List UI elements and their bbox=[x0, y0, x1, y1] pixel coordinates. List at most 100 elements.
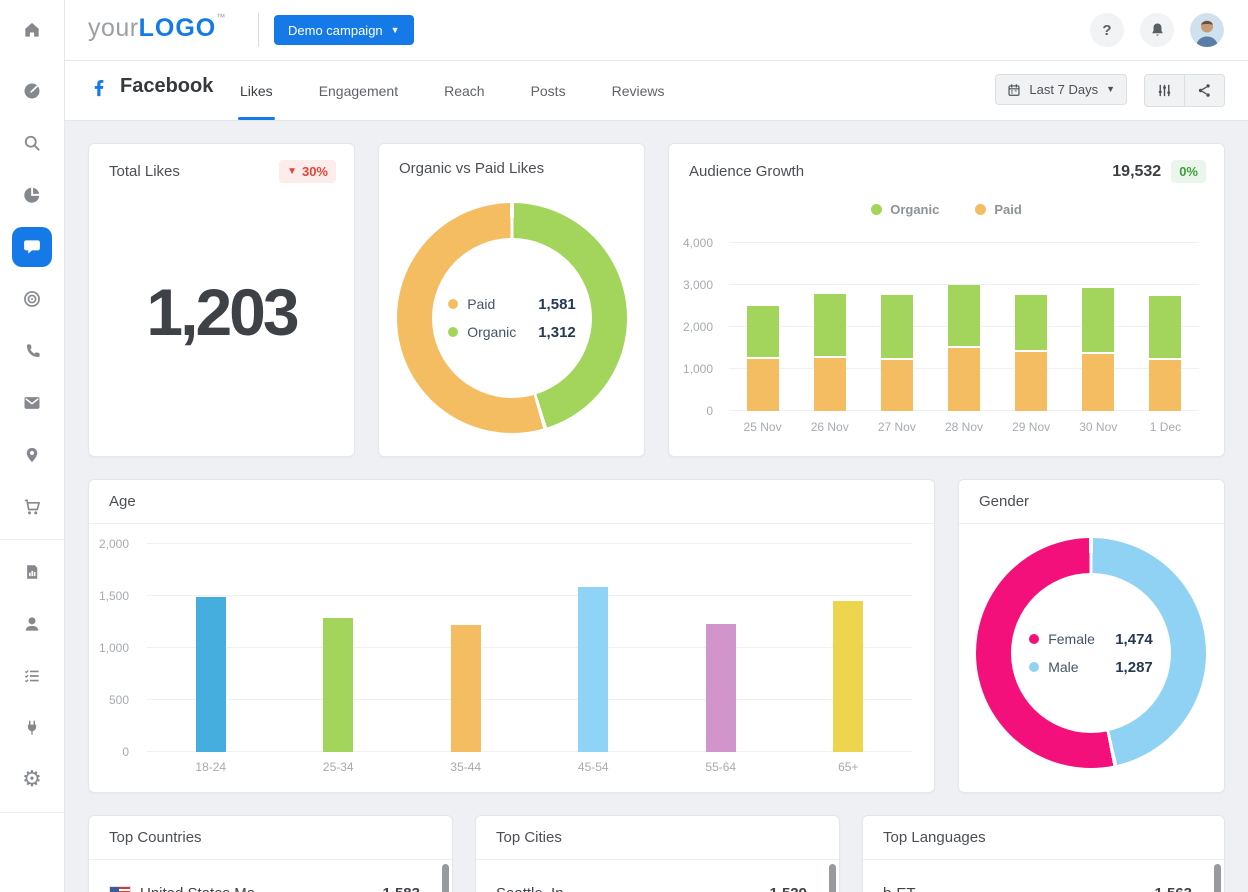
donut-center-legend: Female 1,474 Male 1,287 bbox=[1011, 573, 1171, 733]
x-tick-label: 35-44 bbox=[450, 760, 482, 774]
sidebar-item-home[interactable] bbox=[12, 10, 52, 50]
y-tick-label: 2,000 bbox=[98, 537, 129, 551]
bar-age-18-24 bbox=[195, 597, 226, 752]
share-icon bbox=[1196, 82, 1213, 99]
sidebar-item-analytics[interactable] bbox=[12, 175, 52, 215]
country-label: United States Ma bbox=[140, 885, 255, 892]
platform-tabs: Likes Engagement Reach Posts Reviews bbox=[238, 61, 666, 120]
notifications-button[interactable] bbox=[1140, 13, 1174, 47]
country-value: 1,583 bbox=[382, 885, 420, 892]
tab-reviews[interactable]: Reviews bbox=[611, 82, 665, 99]
campaign-selector-button[interactable]: Demo campaign ▼ bbox=[274, 15, 414, 45]
donut-center-legend: Paid 1,581 Organic 1,312 bbox=[432, 238, 592, 398]
map-pin-icon bbox=[23, 446, 41, 464]
list-item[interactable]: Seattle, In 1,529 bbox=[476, 863, 827, 892]
sidebar-divider bbox=[0, 812, 64, 813]
list-item[interactable]: United States Ma 1,583 bbox=[89, 863, 440, 892]
person-icon bbox=[22, 614, 42, 634]
gridline bbox=[729, 284, 1199, 285]
scrollbar-thumb[interactable] bbox=[829, 864, 836, 892]
sidebar-item-search[interactable] bbox=[12, 123, 52, 163]
user-avatar[interactable] bbox=[1190, 13, 1224, 47]
question-mark-icon: ? bbox=[1102, 21, 1112, 39]
card-title: Age bbox=[109, 493, 136, 510]
sidebar-item-settings[interactable]: ⚙ bbox=[12, 760, 52, 800]
y-tick-label: 0 bbox=[706, 404, 713, 418]
pie-chart-icon bbox=[22, 185, 42, 205]
language-value: 1,563 bbox=[1154, 885, 1192, 892]
tab-posts[interactable]: Posts bbox=[530, 82, 566, 99]
total-likes-value: 1,203 bbox=[146, 275, 299, 349]
legend-item-male: Male 1,287 bbox=[1029, 659, 1153, 676]
scrollbar-thumb[interactable] bbox=[442, 864, 449, 892]
sliders-icon bbox=[1156, 82, 1173, 99]
bar-age-35-44 bbox=[450, 625, 481, 752]
age-chart bbox=[147, 543, 912, 752]
organic-dot-icon bbox=[448, 327, 459, 337]
sidebar-item-reach[interactable] bbox=[12, 279, 52, 319]
x-tick-label: 28 Nov bbox=[944, 420, 983, 434]
legend-item-organic: Organic bbox=[871, 202, 939, 217]
scrollbar-thumb[interactable] bbox=[1214, 864, 1221, 892]
logo-prefix: your bbox=[88, 14, 139, 42]
x-tick-label: 55-64 bbox=[705, 760, 737, 774]
chevron-down-icon: ▼ bbox=[390, 24, 400, 35]
phone-icon bbox=[23, 342, 42, 361]
card-title: Total Likes bbox=[109, 163, 180, 180]
facebook-icon bbox=[88, 76, 110, 98]
city-label: Seattle, In bbox=[496, 885, 564, 892]
help-button[interactable]: ? bbox=[1090, 13, 1124, 47]
y-tick-label: 2,000 bbox=[682, 320, 713, 334]
bar-paid-26-nov bbox=[813, 357, 846, 411]
sidebar-item-contacts[interactable] bbox=[12, 604, 52, 644]
dashboard-gauge-icon bbox=[22, 81, 42, 101]
legend-item-paid: Paid 1,581 bbox=[448, 296, 576, 313]
gridline bbox=[147, 595, 912, 596]
city-value: 1,529 bbox=[769, 885, 807, 892]
card-title: Top Languages bbox=[883, 829, 986, 846]
paid-dot-icon bbox=[975, 204, 987, 215]
x-axis-labels: 18-24 25-34 35-44 45-54 55-64 65+ bbox=[147, 760, 912, 774]
top-cities-card: Top Cities Seattle, In 1,529 bbox=[475, 815, 840, 892]
sidebar-item-messages[interactable] bbox=[12, 227, 52, 267]
platform-brand: Facebook bbox=[88, 75, 213, 98]
x-tick-label: 25 Nov bbox=[743, 420, 782, 434]
date-range-label: Last 7 Days bbox=[1029, 82, 1099, 97]
bar-age-25-34 bbox=[323, 618, 354, 752]
toolbar-icon-group bbox=[1144, 74, 1225, 107]
sidebar-item-calls[interactable] bbox=[12, 331, 52, 371]
sidebar-item-commerce[interactable] bbox=[12, 487, 52, 527]
plug-icon bbox=[23, 719, 41, 737]
tab-reach[interactable]: Reach bbox=[444, 82, 485, 99]
triangle-down-icon: ▼ bbox=[287, 165, 297, 177]
card-title: Organic vs Paid Likes bbox=[399, 160, 545, 177]
organic-vs-paid-card: Organic vs Paid Likes Paid 1,581 Organic… bbox=[378, 143, 645, 457]
sidebar-item-tasks[interactable] bbox=[12, 656, 52, 696]
date-range-button[interactable]: Last 7 Days ▼ bbox=[995, 74, 1127, 105]
tab-engagement[interactable]: Engagement bbox=[318, 82, 399, 99]
bar-paid-27-nov bbox=[880, 360, 913, 411]
list-item[interactable]: b-ET 1,563 bbox=[863, 863, 1212, 892]
filter-button[interactable] bbox=[1145, 75, 1185, 106]
x-tick-label: 27 Nov bbox=[877, 420, 916, 434]
sidebar-item-reports[interactable] bbox=[12, 552, 52, 592]
chevron-down-icon: ▼ bbox=[1106, 84, 1115, 94]
report-document-icon bbox=[23, 563, 41, 581]
bar-organic-29-nov bbox=[1015, 294, 1048, 353]
male-dot-icon bbox=[1029, 662, 1040, 672]
bar-paid-30-nov bbox=[1082, 354, 1115, 411]
x-tick-label: 29 Nov bbox=[1012, 420, 1051, 434]
bar-paid-1-dec bbox=[1149, 359, 1182, 411]
paid-dot-icon bbox=[448, 299, 459, 309]
y-tick-label: 1,000 bbox=[98, 641, 129, 655]
sidebar-item-integrations[interactable] bbox=[12, 708, 52, 748]
sidebar-item-email[interactable] bbox=[12, 383, 52, 423]
bar-paid-28-nov bbox=[947, 348, 980, 411]
x-tick-label: 18-24 bbox=[195, 760, 227, 774]
y-axis-labels: 0 500 1,000 1,500 2,000 bbox=[98, 537, 137, 759]
tab-likes[interactable]: Likes bbox=[238, 61, 275, 120]
sidebar-item-locations[interactable] bbox=[12, 435, 52, 475]
share-button[interactable] bbox=[1185, 75, 1224, 106]
sidebar-item-dashboard[interactable] bbox=[12, 71, 52, 111]
